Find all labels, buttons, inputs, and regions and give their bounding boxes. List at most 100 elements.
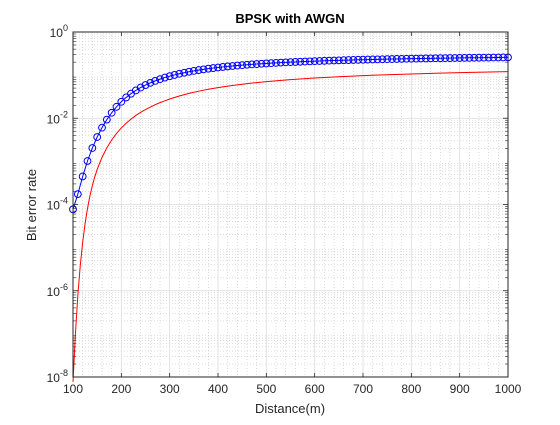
- series-1-point: [199, 65, 208, 74]
- series-1-point: [286, 58, 295, 67]
- series-1-point: [233, 61, 242, 70]
- x-tick-label: 200: [111, 382, 131, 396]
- y-tick-label: 100: [50, 23, 68, 40]
- series-1-point: [160, 73, 169, 82]
- x-tick-label: 700: [353, 382, 373, 396]
- x-axis-title: Distance(m): [255, 401, 325, 416]
- series-1-point: [310, 57, 319, 66]
- series-1-point: [484, 53, 493, 62]
- y-tick-label: 10-2: [47, 109, 68, 126]
- y-tick-label: 10-4: [47, 196, 68, 213]
- series-1-point: [412, 54, 421, 63]
- series-1-point: [257, 59, 266, 68]
- series-1-point: [78, 172, 87, 181]
- series-1-point: [325, 56, 334, 65]
- series-1-point: [180, 68, 189, 77]
- x-tick-label: 800: [401, 382, 421, 396]
- series-1-point: [218, 63, 227, 71]
- chart-title: BPSK with AWGN: [235, 11, 344, 26]
- series-1-point: [363, 55, 372, 64]
- series-1-point: [223, 62, 232, 71]
- series-1-point: [315, 57, 324, 65]
- series-1-point: [301, 57, 309, 66]
- series-1-point: [243, 60, 251, 69]
- series-1-point: [83, 157, 92, 165]
- series-1-point: [272, 58, 280, 67]
- series-1-point: [470, 53, 479, 62]
- series-1-point: [446, 54, 454, 62]
- series-1-point: [441, 54, 450, 63]
- series-1-point: [349, 56, 358, 64]
- series-1-point: [112, 102, 121, 111]
- series-1-point: [73, 190, 82, 199]
- series-1-point: [455, 54, 464, 62]
- series-1-point: [276, 58, 285, 67]
- series-1-point: [209, 64, 218, 72]
- series-1-point: [402, 54, 411, 63]
- series-1-point: [146, 78, 155, 87]
- series-1-point: [107, 108, 116, 117]
- series-1-point: [354, 55, 363, 64]
- y-tick-labels: 10-8 10-6 10-4 10-2 100: [47, 23, 68, 385]
- series-1-point: [436, 54, 445, 63]
- series-1-point: [98, 123, 106, 132]
- series-1-point: [141, 81, 150, 89]
- series-1-point: [450, 54, 459, 62]
- series-1-point: [117, 97, 126, 106]
- series-1-point: [368, 55, 377, 64]
- series-1-point: [291, 58, 300, 66]
- series-1-point: [262, 59, 271, 68]
- series-1-point: [214, 63, 222, 72]
- x-tick-label: 900: [450, 382, 470, 396]
- series-1-point: [373, 55, 382, 64]
- series-1-point: [204, 64, 213, 73]
- series-1-line: [72, 56, 509, 210]
- series-1-point: [494, 53, 503, 62]
- series-1-point: [426, 54, 435, 63]
- series-1-point: [228, 62, 237, 70]
- series-1-point: [238, 61, 247, 70]
- series-1-point: [151, 76, 160, 85]
- series-1-point: [407, 54, 416, 63]
- y-tick-label: 10-6: [47, 282, 68, 299]
- minor-grid: [73, 32, 508, 377]
- series-1-point: [378, 55, 387, 64]
- series-1-point: [170, 71, 179, 79]
- x-tick-label: 1000: [495, 382, 522, 396]
- series-1-point: [194, 66, 203, 74]
- x-tick-label: 600: [305, 382, 325, 396]
- x-tick-label: 500: [256, 382, 276, 396]
- series-1-point: [165, 72, 174, 81]
- series-1-point: [330, 56, 338, 65]
- series-1-point: [392, 55, 401, 63]
- x-tick-label: 100: [63, 382, 83, 396]
- series-1-point: [102, 115, 111, 124]
- series-1-point: [431, 54, 440, 63]
- series-1-point: [334, 56, 343, 65]
- series-1-point: [156, 75, 164, 84]
- x-tick-label: 300: [160, 382, 180, 396]
- series-1-point: [344, 56, 353, 64]
- series-1-point: [475, 53, 483, 62]
- axis-ticks: [72, 31, 509, 378]
- series-1-point: [388, 55, 396, 63]
- series-1-point: [267, 59, 276, 68]
- y-axis-title: Bit error rate: [24, 169, 39, 241]
- series-1-point: [465, 53, 474, 62]
- series-1-point: [383, 55, 392, 64]
- series-1-point: [296, 57, 305, 66]
- series-1-point: [421, 54, 430, 63]
- series-1-point: [359, 55, 367, 64]
- series-1-point: [281, 58, 290, 67]
- series-1-point: [122, 93, 131, 102]
- series-1-point: [479, 53, 488, 62]
- series-1-point: [339, 56, 348, 65]
- series-1-point: [305, 57, 314, 66]
- y-tick-label: 10-8: [47, 368, 68, 385]
- series-layer: [69, 53, 512, 382]
- series-1-point: [489, 53, 498, 62]
- series-1-point: [93, 133, 102, 141]
- series-2-line: [72, 71, 509, 382]
